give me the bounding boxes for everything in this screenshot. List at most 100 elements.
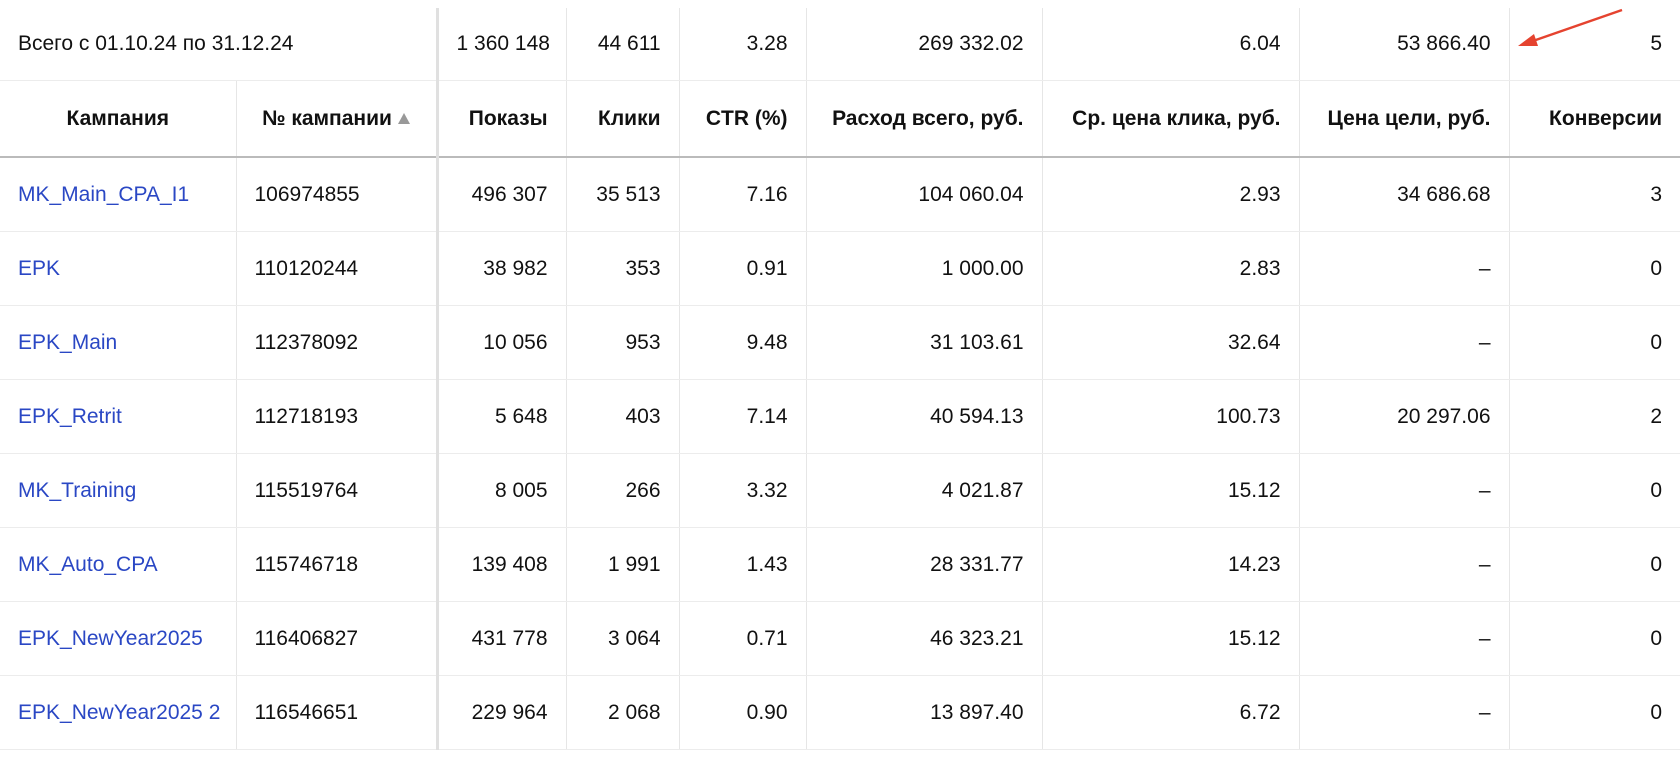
cell: 110120244 — [236, 231, 438, 306]
cell: 403 — [566, 379, 680, 454]
campaign-link[interactable]: MK_Auto_CPA — [18, 552, 158, 576]
column-title: Ср. цена клика, руб. — [1072, 106, 1281, 130]
cell: 115519764 — [236, 453, 438, 528]
cell: 0.90 — [679, 675, 807, 750]
summary-row: Всего с 01.10.24 по 31.12.24 1 360 148 44 … — [0, 8, 1680, 81]
cell: 32.64 — [1042, 305, 1300, 380]
cell: EPK_Main — [0, 305, 237, 380]
summary-value: 6.04 — [1042, 8, 1300, 81]
cell: 953 — [566, 305, 680, 380]
campaign-link[interactable]: EPK_NewYear2025 2 — [18, 700, 221, 724]
cell: 7.14 — [679, 379, 807, 454]
column-title: Конверсии — [1549, 106, 1663, 130]
campaign-link[interactable]: EPK_Main — [18, 330, 118, 354]
column-title: Цена цели, руб. — [1327, 106, 1491, 130]
cell: 34 686.68 — [1299, 157, 1510, 232]
cell: 35 513 — [566, 157, 680, 232]
campaign-link[interactable]: MK_Main_CPA_I1 — [18, 182, 190, 206]
cell: 38 982 — [435, 231, 567, 306]
campaign-row: EPK_NewYear2025 2 116546651 229 964 2 068 0.… — [0, 675, 1680, 750]
column-title: Показы — [468, 106, 548, 130]
campaign-row: MK_Main_CPA_I1 106974855 496 307 35 513 7.16… — [0, 157, 1680, 232]
campaign-row: EPK_NewYear2025 116406827 431 778 3 064 0.71… — [0, 601, 1680, 676]
cell: MK_Training — [0, 453, 237, 528]
cell: – — [1299, 527, 1510, 602]
cell: 9.48 — [679, 305, 807, 380]
cell: 10 056 — [435, 305, 567, 380]
cell: 0 — [1509, 527, 1680, 602]
column-header: Кампания — [0, 80, 237, 158]
cell: EPK_NewYear2025 2 — [0, 675, 237, 750]
cell: – — [1299, 453, 1510, 528]
cell: 0 — [1509, 675, 1680, 750]
cell: 6.72 — [1042, 675, 1300, 750]
campaign-row: MK_Auto_CPA 115746718 139 408 1 991 1.43 28 3… — [0, 527, 1680, 602]
campaign-link[interactable]: EPK_Retrit — [18, 404, 122, 428]
cell: 116406827 — [236, 601, 438, 676]
cell: 3 — [1509, 157, 1680, 232]
cell: 112378092 — [236, 305, 438, 380]
column-header: Показы — [435, 80, 567, 158]
cell: 3 064 — [566, 601, 680, 676]
cell: 15.12 — [1042, 453, 1300, 528]
column-header: Расход всего, руб. — [806, 80, 1043, 158]
cell: 266 — [566, 453, 680, 528]
column-title: Кампания — [66, 106, 170, 130]
cell: 0.91 — [679, 231, 807, 306]
cell: EPK_NewYear2025 — [0, 601, 237, 676]
cell: EPK_Retrit — [0, 379, 237, 454]
column-header: Клики — [566, 80, 680, 158]
summary-value: 269 332.02 — [806, 8, 1043, 81]
campaign-link[interactable]: EPK_NewYear2025 — [18, 626, 203, 650]
column-header: Ср. цена клика, руб. — [1042, 80, 1300, 158]
cell: 3.32 — [679, 453, 807, 528]
cell: 13 897.40 — [806, 675, 1043, 750]
cell: 115746718 — [236, 527, 438, 602]
cell: 1 991 — [566, 527, 680, 602]
column-title: № кампании — [262, 106, 392, 130]
cell: 40 594.13 — [806, 379, 1043, 454]
column-title: Клики — [598, 106, 661, 130]
cell: 0 — [1509, 231, 1680, 306]
campaign-link[interactable]: MK_Training — [18, 478, 137, 502]
cell: 0 — [1509, 305, 1680, 380]
cell: 353 — [566, 231, 680, 306]
cell: 8 005 — [435, 453, 567, 528]
cell: 496 307 — [435, 157, 567, 232]
cell: 139 408 — [435, 527, 567, 602]
summary-value: 3.28 — [679, 8, 807, 81]
cell: 104 060.04 — [806, 157, 1043, 232]
cell: 2.93 — [1042, 157, 1300, 232]
campaign-link[interactable]: EPK — [18, 256, 61, 280]
cell: – — [1299, 675, 1510, 750]
cell: 229 964 — [435, 675, 567, 750]
cell: 4 021.87 — [806, 453, 1043, 528]
table-body: Всего с 01.10.24 по 31.12.24 1 360 148 44 … — [0, 8, 1680, 750]
column-header[interactable]: № кампании — [236, 80, 438, 158]
column-header: Конверсии — [1509, 80, 1680, 158]
cell: – — [1299, 601, 1510, 676]
cell: 2 — [1509, 379, 1680, 454]
cell: 15.12 — [1042, 601, 1300, 676]
cell: 14.23 — [1042, 527, 1300, 602]
cell: 0.71 — [679, 601, 807, 676]
campaign-row: EPK 110120244 38 982 353 0.91 1 000.00 2.83–0 — [0, 231, 1680, 306]
column-title: Расход всего, руб. — [832, 106, 1024, 130]
summary-value: 1 360 148 — [435, 8, 567, 81]
stats-table: Всего с 01.10.24 по 31.12.24 1 360 148 44 … — [0, 8, 1680, 750]
cell: 20 297.06 — [1299, 379, 1510, 454]
summary-label: Всего с 01.10.24 по 31.12.24 — [0, 8, 438, 81]
cell: – — [1299, 231, 1510, 306]
cell: 1 000.00 — [806, 231, 1043, 306]
summary-value: 53 866.40 — [1299, 8, 1510, 81]
cell: 31 103.61 — [806, 305, 1043, 380]
cell: 0 — [1509, 453, 1680, 528]
cell: 28 331.77 — [806, 527, 1043, 602]
cell: – — [1299, 305, 1510, 380]
campaign-row: EPK_Main 112378092 10 056 953 9.48 31 103.61 3… — [0, 305, 1680, 380]
column-header: CTR (%) — [679, 80, 807, 158]
cell: 116546651 — [236, 675, 438, 750]
cell: 112718193 — [236, 379, 438, 454]
header-row: Кампания № кампании Показы Клики CTR (%) Расх… — [0, 80, 1680, 158]
